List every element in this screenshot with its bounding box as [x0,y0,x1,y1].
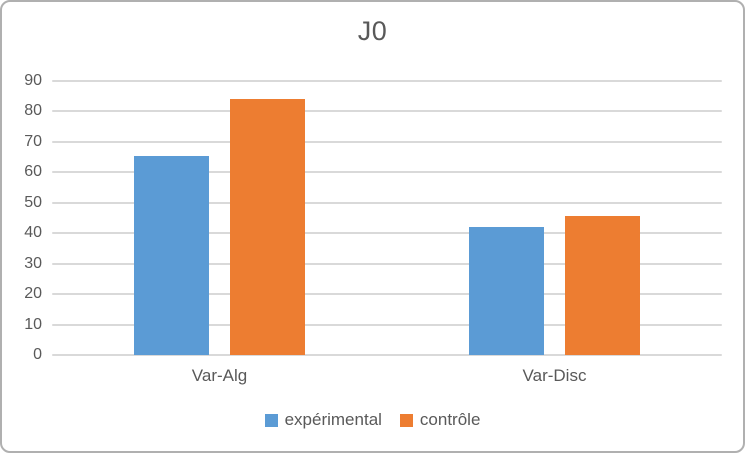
legend-label: expérimental [284,410,382,429]
gridline-y-30 [52,262,722,265]
y-tick-label-80: 80 [24,102,42,120]
legend-label: contrôle [419,410,481,429]
y-tick-label-0: 0 [33,346,42,363]
gridline-y-0 [52,354,722,356]
legend-swatch-icon [399,413,413,427]
y-tick-label-40: 40 [24,224,42,242]
gridline-y-60 [52,171,722,174]
bar-experimental-var-disc [469,227,544,355]
legend-item-controle: contrôle [399,410,481,430]
y-tick-label-90: 90 [24,72,42,89]
x-tick-label-var-disc: Var-Disc [522,366,587,385]
y-tick-label-60: 60 [24,163,42,181]
y-tick-label-10: 10 [24,315,42,333]
bar-controle-var-alg [230,99,305,355]
gridline-y-40 [52,232,722,235]
legend: expérimental contrôle [2,410,743,430]
legend-item-experimental: expérimental [264,410,382,430]
y-tick-label-20: 20 [24,285,42,303]
legend-swatch-icon [264,413,278,427]
y-tick-label-50: 50 [24,193,42,211]
x-tick-label-var-alg: Var-Alg [191,366,248,385]
gridline-y-80 [52,110,722,113]
y-tick-label-30: 30 [24,254,42,272]
gridline-y-10 [52,323,722,326]
y-tick-label-70: 70 [24,132,42,150]
gridline-y-90 [52,80,722,82]
bar-controle-var-disc [565,216,640,355]
gridline-y-50 [52,201,722,204]
gridline-y-20 [52,293,722,296]
gridline-y-70 [52,140,722,143]
chart-title: J0 [357,16,388,46]
bar-experimental-var-alg [134,155,209,355]
plot-area [52,80,722,356]
